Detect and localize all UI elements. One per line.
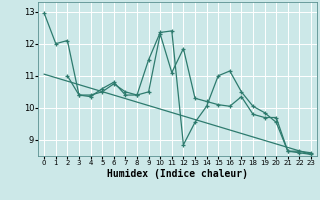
X-axis label: Humidex (Indice chaleur): Humidex (Indice chaleur) (107, 169, 248, 179)
